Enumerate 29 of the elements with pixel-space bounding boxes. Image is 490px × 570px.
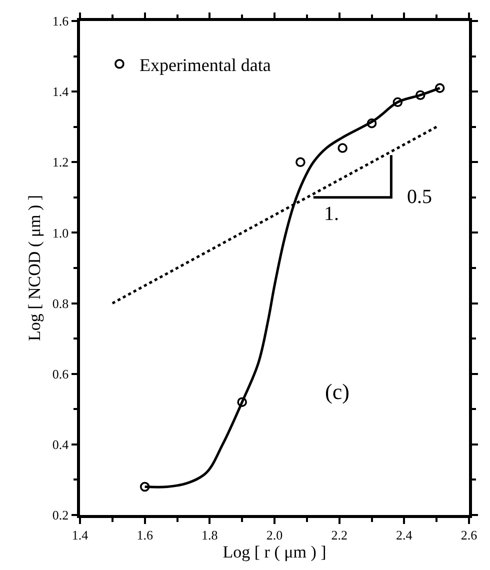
point — [392, 97, 403, 108]
x-tick-label: 2.4 — [396, 527, 413, 542]
y-axis-title: Log [ NCOD ( μm ) ] — [24, 194, 44, 342]
y-tick-label: 0.4 — [52, 436, 70, 452]
x-tick-label: 1.8 — [202, 527, 218, 542]
y-tick-label: 0.8 — [52, 296, 69, 311]
x-tick-label: 1.6 — [136, 527, 154, 542]
annotation: 0.5 — [407, 186, 432, 208]
point — [140, 482, 150, 492]
y-tick-label: 1.2 — [52, 154, 69, 170]
x-tick-label: 2.0 — [266, 527, 283, 542]
y-tick-label: 0.2 — [52, 508, 69, 523]
y-tick-label: 1.0 — [52, 225, 69, 240]
y-tick-label: 1.4 — [52, 84, 70, 100]
annotation: (c) — [325, 379, 350, 404]
x-axis-title: Log [ r ( μm ) ] — [222, 542, 326, 562]
legend-label: Experimental data — [139, 54, 271, 75]
point — [366, 118, 377, 128]
y-tick-label: 1.6 — [52, 14, 70, 29]
point — [434, 83, 445, 93]
point — [338, 143, 348, 153]
x-tick-label: 1.4 — [72, 527, 89, 542]
point — [237, 397, 247, 407]
point — [296, 157, 306, 168]
x-tick-label: 2.6 — [460, 527, 478, 542]
x-tick-label: 2.2 — [331, 527, 348, 542]
annotation: 1. — [324, 203, 339, 225]
point — [415, 90, 426, 100]
y-tick-label: 0.6 — [52, 366, 70, 382]
